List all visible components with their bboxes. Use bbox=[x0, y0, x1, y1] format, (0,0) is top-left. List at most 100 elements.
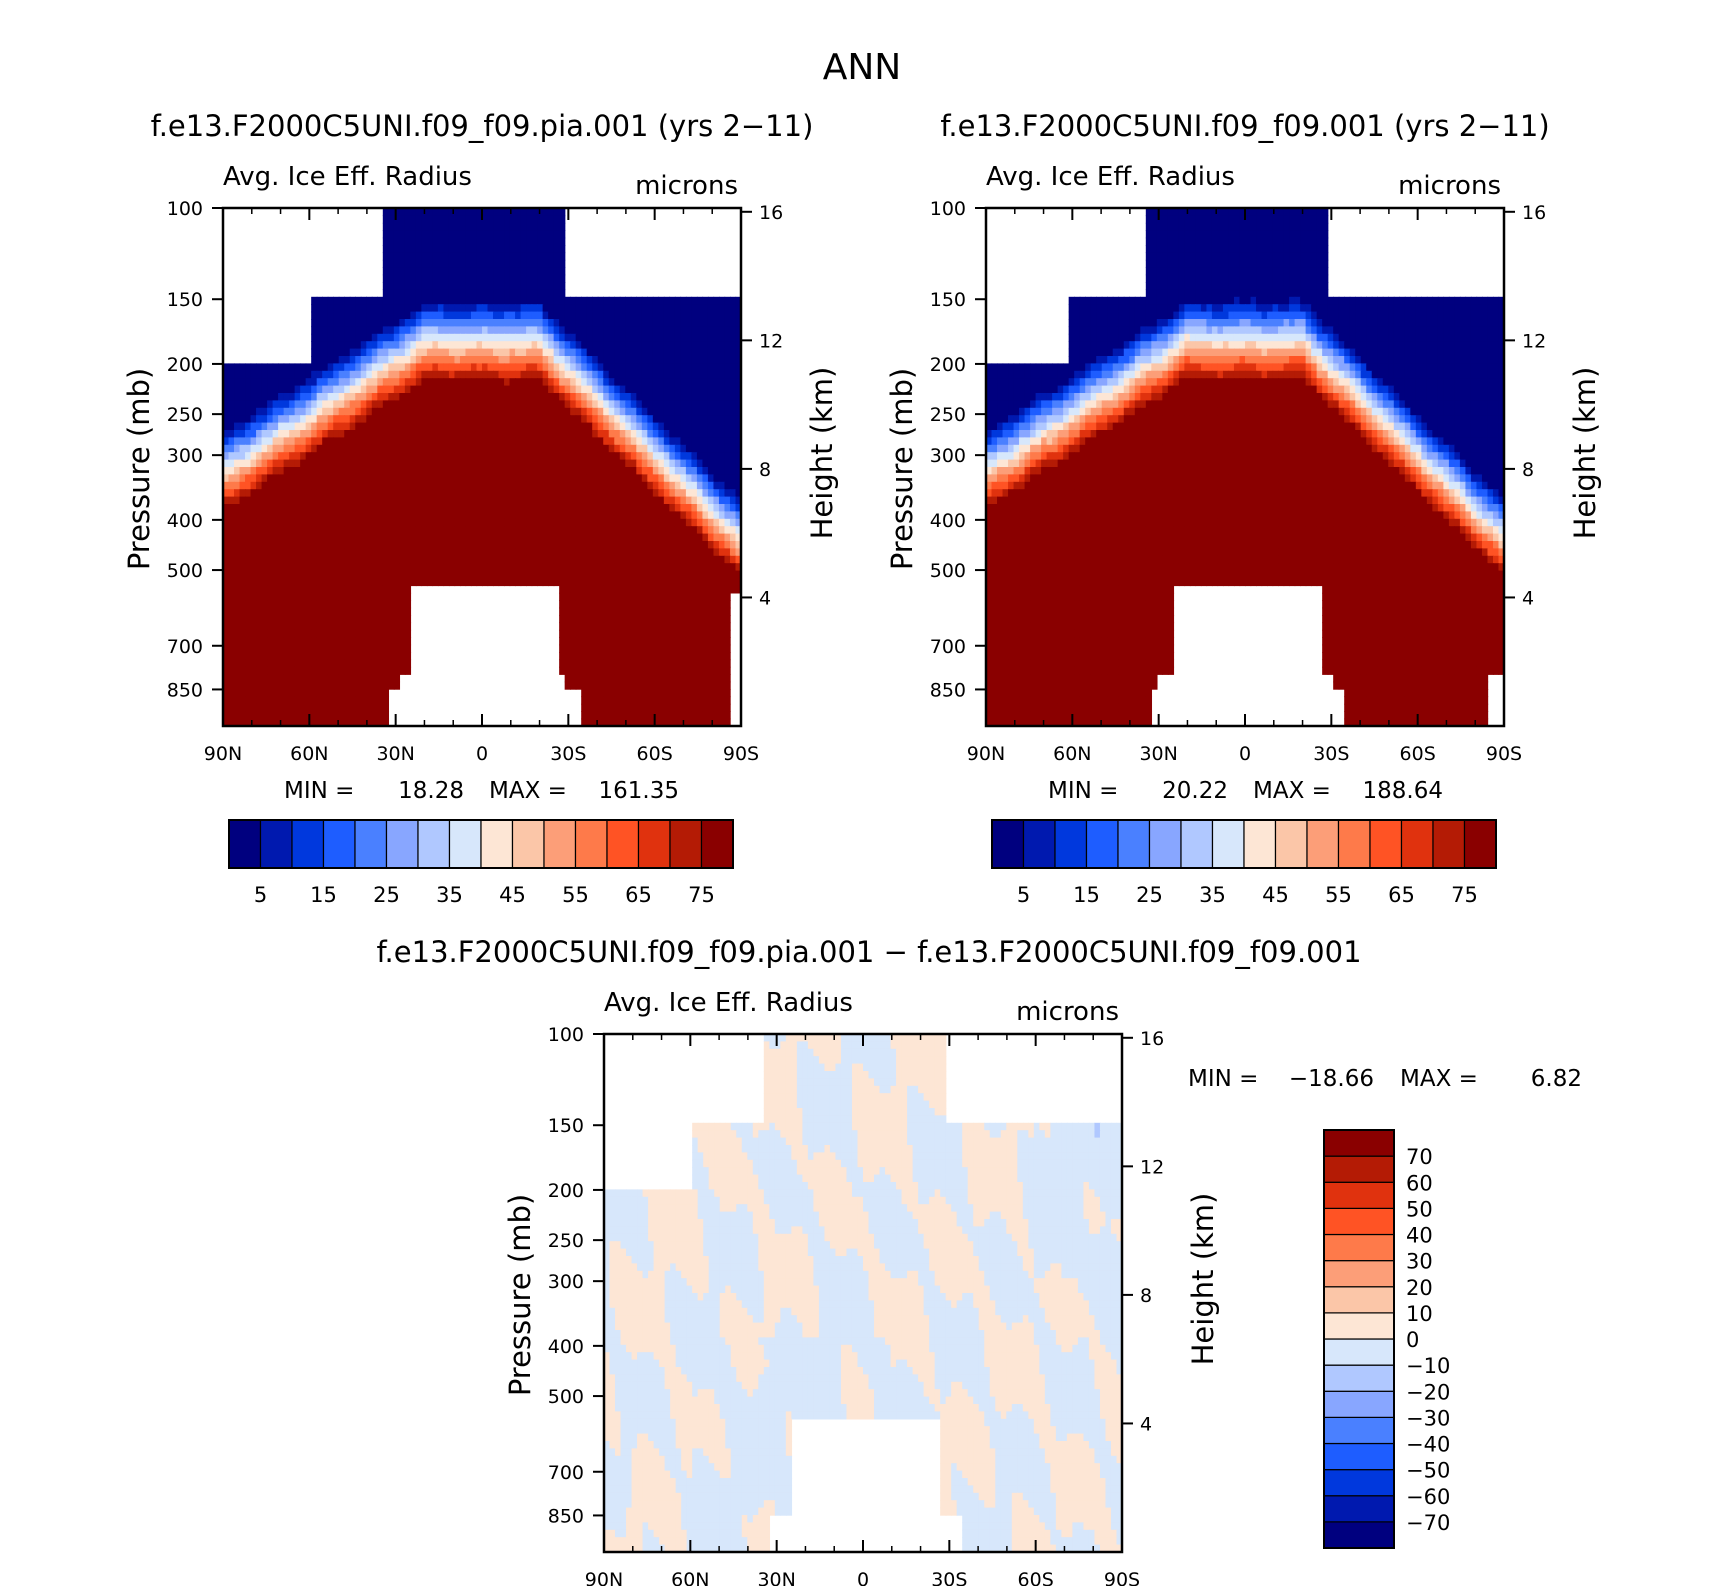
contour-cell bbox=[311, 533, 318, 542]
contour-cell bbox=[283, 652, 290, 661]
contour-cell bbox=[470, 452, 478, 461]
contour-cell bbox=[570, 356, 577, 365]
contour-cell bbox=[526, 496, 533, 505]
contour-cell bbox=[448, 563, 456, 572]
contour-cell bbox=[283, 674, 290, 683]
contour-cell bbox=[691, 481, 698, 490]
contour-cell bbox=[333, 526, 340, 535]
contour-cell bbox=[256, 666, 263, 675]
contour-cell bbox=[581, 437, 588, 446]
contour-cell bbox=[355, 511, 362, 520]
contour-cell bbox=[729, 489, 737, 498]
contour-cell bbox=[426, 430, 434, 439]
contour-cell bbox=[515, 215, 522, 224]
contour-cell bbox=[597, 511, 604, 520]
contour-cell bbox=[371, 548, 378, 557]
contour-cell bbox=[305, 622, 312, 631]
contour-cell bbox=[702, 459, 709, 468]
contour-cell bbox=[537, 289, 544, 298]
contour-cell bbox=[388, 592, 395, 601]
contour-cell bbox=[581, 333, 588, 342]
contour-cell bbox=[234, 533, 241, 542]
contour-cell bbox=[239, 378, 246, 387]
contour-cell bbox=[228, 615, 235, 624]
contour-cell bbox=[267, 363, 274, 372]
contour-cell bbox=[542, 222, 549, 231]
contour-cell bbox=[377, 444, 384, 453]
contour-cell bbox=[272, 637, 279, 646]
contour-cell bbox=[399, 215, 406, 224]
contour-cell bbox=[718, 674, 726, 683]
contour-cell bbox=[344, 674, 351, 683]
contour-cell bbox=[647, 681, 654, 690]
contour-cell bbox=[382, 274, 390, 283]
contour-cell bbox=[454, 570, 461, 579]
contour-cell bbox=[432, 474, 439, 483]
contour-cell bbox=[234, 563, 241, 572]
contour-cell bbox=[542, 215, 549, 224]
contour-cell bbox=[327, 504, 334, 513]
contour-cell bbox=[399, 526, 406, 535]
contour-cell bbox=[724, 615, 731, 624]
contour-cell bbox=[691, 378, 698, 387]
contour-cell bbox=[630, 622, 637, 631]
contour-cell bbox=[437, 393, 445, 402]
contour-cell bbox=[586, 578, 593, 587]
contour-cell bbox=[575, 666, 582, 675]
contour-cell bbox=[305, 563, 312, 572]
contour-cell bbox=[311, 296, 318, 305]
contour-cell bbox=[735, 496, 742, 505]
contour-cell bbox=[476, 504, 483, 513]
contour-cell bbox=[333, 548, 340, 557]
contour-cell bbox=[685, 600, 693, 609]
contour-cell bbox=[542, 348, 549, 357]
contour-cell bbox=[680, 681, 687, 690]
contour-cell bbox=[652, 467, 660, 476]
contour-cell bbox=[713, 622, 720, 631]
contour-cell bbox=[272, 689, 279, 698]
contour-cell bbox=[542, 326, 549, 335]
contour-cell bbox=[597, 378, 604, 387]
contour-cell bbox=[355, 600, 362, 609]
contour-cell bbox=[283, 363, 290, 372]
contour-cell bbox=[603, 326, 610, 335]
contour-cell bbox=[300, 703, 307, 712]
contour-cell bbox=[465, 230, 472, 239]
contour-cell bbox=[498, 378, 505, 387]
contour-cell bbox=[575, 311, 582, 320]
contour-cell bbox=[448, 422, 456, 431]
contour-cell bbox=[625, 518, 632, 527]
contour-cell bbox=[448, 341, 456, 350]
contour-cell bbox=[410, 333, 417, 342]
contour-cell bbox=[707, 407, 715, 416]
contour-cell bbox=[470, 385, 478, 394]
contour-cell bbox=[404, 585, 412, 594]
contour-cell bbox=[614, 400, 621, 409]
contour-cell bbox=[482, 541, 489, 550]
contour-cell bbox=[250, 578, 257, 587]
contour-cell bbox=[520, 267, 527, 276]
contour-cell bbox=[487, 348, 494, 357]
contour-cell bbox=[493, 274, 500, 283]
contour-cell bbox=[581, 637, 588, 646]
contour-cell bbox=[482, 267, 489, 276]
contour-cell bbox=[366, 341, 373, 350]
contour-cell bbox=[729, 400, 737, 409]
contour-cell bbox=[432, 452, 439, 461]
contour-cell bbox=[658, 615, 665, 624]
contour-cell bbox=[404, 215, 412, 224]
contour-cell bbox=[515, 230, 522, 239]
contour-cell bbox=[548, 526, 555, 535]
contour-cell bbox=[674, 666, 682, 675]
contour-cell bbox=[437, 230, 445, 239]
contour-cell bbox=[465, 245, 472, 254]
contour-cell bbox=[322, 674, 329, 683]
contour-cell bbox=[592, 570, 599, 579]
contour-cell bbox=[393, 659, 401, 668]
contour-cell bbox=[305, 363, 312, 372]
contour-cell bbox=[388, 555, 395, 564]
contour-cell bbox=[630, 659, 637, 668]
contour-cell bbox=[421, 437, 428, 446]
contour-cell bbox=[713, 348, 720, 357]
contour-cell bbox=[559, 666, 566, 675]
